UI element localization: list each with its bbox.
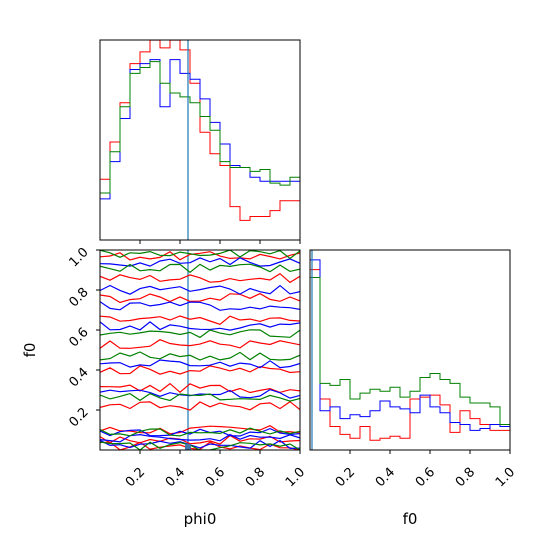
phi0-tick-label: 0.8 (243, 465, 268, 490)
f0-y-tick-label: 0.4 (66, 365, 91, 390)
phi0-tick-label: 1.0 (283, 465, 308, 490)
f0-histogram-ticks: 0.2 0.4 0.6 0.8 1.0 (333, 450, 518, 490)
contour-line-blue-4 (100, 359, 300, 369)
phi0-histogram-ticks (139, 240, 301, 244)
contour-frame (99, 249, 301, 451)
f0-hist-blue (310, 259, 510, 450)
contour-line-green-2 (100, 392, 300, 402)
contour-line-green-5 (100, 263, 300, 274)
contour-line-red-5 (100, 365, 300, 375)
contour-line-blue-8 (100, 257, 300, 267)
contour-line-red-10 (100, 250, 300, 261)
f0-x-tick-label: 0.6 (413, 465, 438, 490)
f0-y-tick-label: 0.2 (66, 405, 91, 430)
contour-line-red-8 (100, 292, 300, 304)
f0-x-tick-label: 0.4 (373, 465, 398, 490)
phi0-f0-contour-panel: 0.2 0.4 0.6 0.8 1.0 0.2 0.4 0.6 0.8 1.0 (66, 245, 308, 490)
f0-y-tick-label: 1.0 (66, 245, 91, 270)
contour-line-red-9 (100, 272, 300, 284)
contour-line-blue-5 (100, 321, 300, 331)
f0-y-tick-label: 0.8 (66, 285, 91, 310)
contour-line-green-6 (100, 250, 300, 260)
contour-line-green-4 (100, 329, 300, 339)
f0-x-tick-label: 0.2 (333, 465, 358, 490)
f0-x-tick-label: 0.8 (453, 465, 478, 490)
contour-line-red-7 (100, 315, 300, 325)
f0-hist-green (310, 277, 510, 450)
f0-hist-red (310, 269, 510, 450)
f0-histogram-frame (309, 249, 511, 451)
contour-line-blue-2 (100, 427, 300, 437)
contour-line-blue-6 (100, 301, 300, 311)
truth-point-marker (185, 444, 191, 450)
contour-ticks: 0.2 0.4 0.6 0.8 1.0 0.2 0.4 0.6 0.8 1.0 (66, 245, 308, 490)
f0-histogram-panel: 0.2 0.4 0.6 0.8 1.0 (309, 249, 518, 490)
contour-line-red-3 (100, 400, 300, 411)
x-axis-label-f0: f0 (403, 510, 418, 528)
phi0-tick-label: 0.2 (123, 465, 148, 490)
f0-y-tick-label: 0.6 (66, 325, 91, 350)
y-axis-label-f0: f0 (21, 343, 39, 358)
phi0-histogram-frame (99, 39, 301, 241)
contour-line-red-6 (100, 339, 300, 349)
contour-line-green-1 (100, 427, 300, 437)
x-axis-label-phi0: phi0 (184, 510, 217, 528)
phi0-tick-label: 0.6 (203, 465, 228, 490)
contour-line-red-4 (100, 382, 300, 394)
contour-line-green-0 (100, 441, 300, 450)
contour-line-red-2 (100, 425, 300, 435)
phi0-tick-label: 0.4 (163, 465, 188, 490)
contour-line-blue-3 (100, 388, 300, 399)
contour-line-green-3 (100, 351, 300, 361)
contour-line-blue-1 (100, 433, 300, 443)
phi0-histogram-panel (99, 39, 301, 244)
f0-x-tick-label: 1.0 (493, 465, 518, 490)
phi0-hist-green (100, 61, 300, 240)
contour-line-blue-7 (100, 284, 300, 295)
